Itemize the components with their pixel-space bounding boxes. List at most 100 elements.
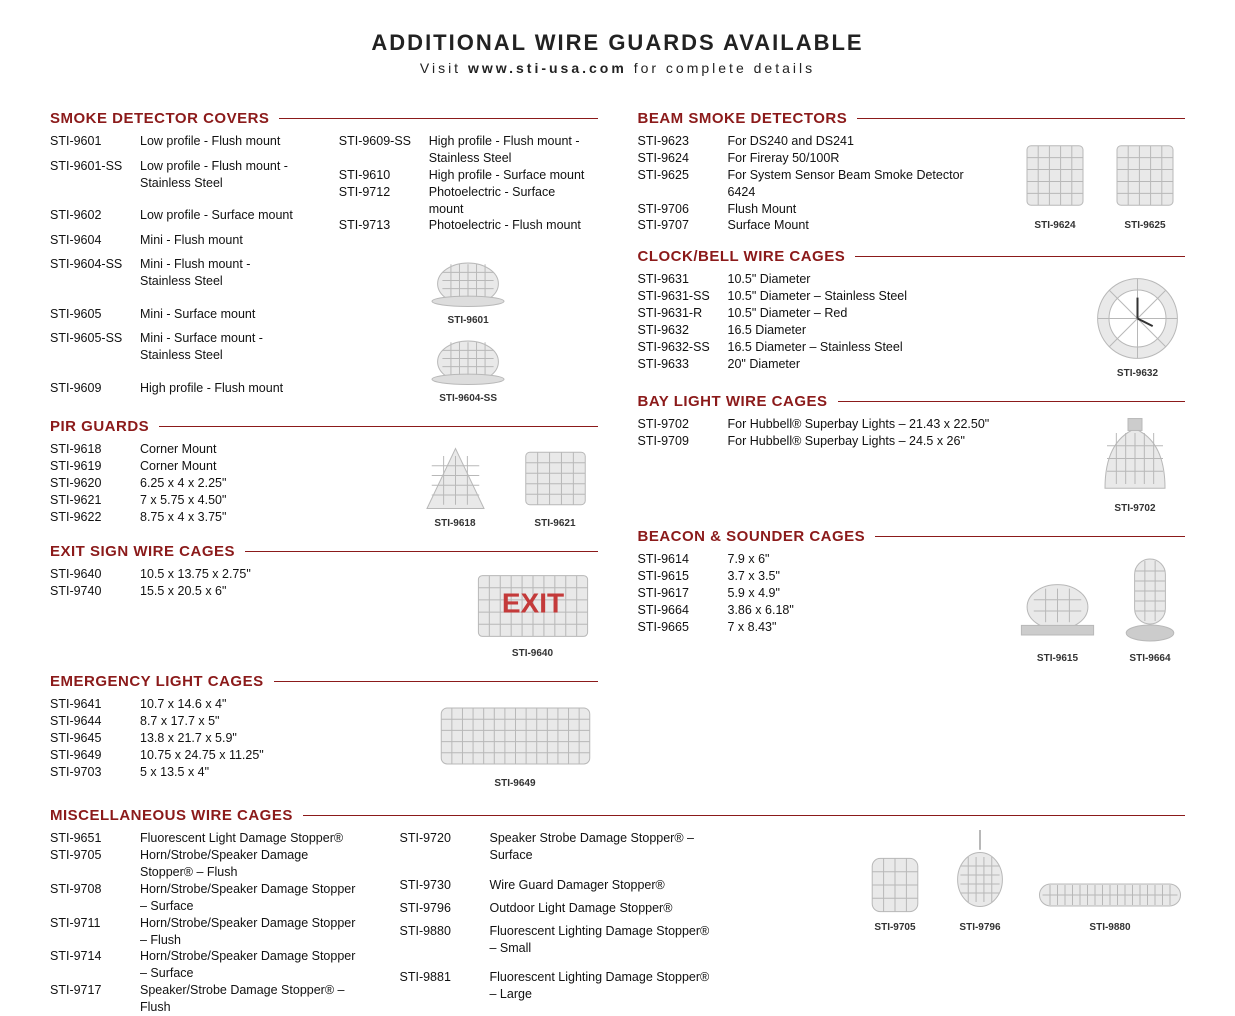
- product-image: STI-9604-SS: [339, 326, 598, 404]
- image-caption: STI-9796: [959, 922, 1000, 933]
- image-caption: STI-9625: [1124, 220, 1165, 231]
- sku: STI-9702: [638, 416, 728, 433]
- sku: STI-9712: [339, 184, 429, 218]
- subtitle-suffix: for complete details: [627, 60, 815, 76]
- sku: STI-9711: [50, 915, 140, 949]
- sku: STI-9644: [50, 713, 140, 730]
- sku: STI-9605: [50, 306, 140, 331]
- sku: STI-9740: [50, 583, 140, 600]
- list-row: STI-9714Horn/Strobe/Speaker Damage Stopp…: [50, 948, 370, 982]
- image-caption: STI-9621: [534, 518, 575, 529]
- pir-list: STI-9618Corner MountSTI-9619Corner Mount…: [50, 441, 388, 525]
- list-row: STI-9632-SS16.5 Diameter – Stainless Ste…: [638, 339, 1071, 356]
- description: For DS240 and DS241: [728, 133, 996, 150]
- description: 3.86 x 6.18": [728, 602, 991, 619]
- sku: STI-9714: [50, 948, 140, 982]
- list-row: STI-96657 x 8.43": [638, 619, 991, 636]
- list-row: STI-96643.86 x 6.18": [638, 602, 991, 619]
- list-row: STI-9881Fluorescent Lighting Damage Stop…: [400, 969, 720, 1015]
- description: Horn/Strobe/Speaker Damage Stopper® – Fl…: [140, 847, 370, 881]
- sku: STI-9717: [50, 982, 140, 1016]
- section-title-beacon: BEACON & SOUNDER CAGES: [638, 528, 1186, 545]
- sku: STI-9651: [50, 830, 140, 847]
- description: 20" Diameter: [728, 356, 1071, 373]
- description: 7 x 5.75 x 4.50": [140, 492, 388, 509]
- list-row: STI-9625For System Sensor Beam Smoke Det…: [638, 167, 996, 201]
- sku: STI-9620: [50, 475, 140, 492]
- product-image: STI-9621: [513, 441, 598, 529]
- list-row: STI-9705Horn/Strobe/Speaker Damage Stopp…: [50, 847, 370, 881]
- list-row: STI-96153.7 x 3.5": [638, 568, 991, 585]
- sku: STI-9708: [50, 881, 140, 915]
- list-row: STI-9609-SSHigh profile - Flush mount - …: [339, 133, 598, 167]
- subtitle-prefix: Visit: [420, 60, 468, 76]
- description: Outdoor Light Damage Stopper®: [490, 900, 720, 923]
- product-image: STI-9601: [339, 248, 598, 326]
- product-image: STI-9705: [865, 850, 925, 933]
- list-row: STI-96228.75 x 4 x 3.75": [50, 509, 388, 526]
- sku: STI-9645: [50, 730, 140, 747]
- description: Horn/Strobe/Speaker Damage Stopper – Sur…: [140, 948, 370, 982]
- image-caption: STI-9702: [1114, 503, 1155, 514]
- description: High profile - Flush mount: [140, 380, 309, 405]
- sku: STI-9881: [400, 969, 490, 1015]
- exit-images: EXITSTI-9640: [468, 566, 598, 659]
- list-row: STI-974015.5 x 20.5 x 6": [50, 583, 448, 600]
- sku: STI-9730: [400, 877, 490, 900]
- list-row: STI-9708Horn/Strobe/Speaker Damage Stopp…: [50, 881, 370, 915]
- sku: STI-9619: [50, 458, 140, 475]
- description: For Hubbell® Superbay Lights – 24.5 x 26…: [728, 433, 1066, 450]
- list-row: STI-9713Photoelectric - Flush mount: [339, 217, 598, 234]
- sku: STI-9601-SS: [50, 158, 140, 207]
- pir-images: STI-9618 STI-9621: [408, 441, 598, 529]
- description: 16.5 Diameter – Stainless Steel: [728, 339, 1071, 356]
- list-row: STI-963320" Diameter: [638, 356, 1071, 373]
- sku: STI-9604-SS: [50, 256, 140, 305]
- clock-list: STI-963110.5" DiameterSTI-9631-SS10.5" D…: [638, 271, 1071, 372]
- description: Surface Mount: [728, 217, 996, 234]
- image-caption: STI-9618: [434, 518, 475, 529]
- page-title: ADDITIONAL WIRE GUARDS AVAILABLE: [50, 30, 1185, 56]
- description: 7.9 x 6": [728, 551, 991, 568]
- list-row: STI-9717Speaker/Strobe Damage Stopper® –…: [50, 982, 370, 1016]
- list-row: STI-9610High profile - Surface mount: [339, 167, 598, 184]
- sku: STI-9618: [50, 441, 140, 458]
- list-row: STI-9631-R10.5" Diameter – Red: [638, 305, 1071, 322]
- sku: STI-9614: [638, 551, 728, 568]
- description: 15.5 x 20.5 x 6": [140, 583, 448, 600]
- list-row: STI-9624For Fireray 50/100R: [638, 150, 996, 167]
- sku: STI-9641: [50, 696, 140, 713]
- description: Fluorescent Lighting Damage Stopper® – L…: [490, 969, 720, 1015]
- sku: STI-9610: [339, 167, 429, 184]
- product-image: STI-9880: [1035, 870, 1185, 933]
- section-title-bay: BAY LIGHT WIRE CAGES: [638, 393, 1186, 410]
- sku: STI-9621: [50, 492, 140, 509]
- emerg-list: STI-964110.7 x 14.6 x 4"STI-96448.7 x 17…: [50, 696, 413, 780]
- description: Speaker Strobe Damage Stopper® – Surface: [490, 830, 720, 876]
- sku: STI-9720: [400, 830, 490, 876]
- image-caption: STI-9705: [874, 922, 915, 933]
- sku: STI-9703: [50, 764, 140, 781]
- sku: STI-9707: [638, 217, 728, 234]
- sku: STI-9796: [400, 900, 490, 923]
- sku: STI-9631-R: [638, 305, 728, 322]
- description: 10.5" Diameter – Red: [728, 305, 1071, 322]
- image-caption: STI-9601: [448, 315, 489, 326]
- beacon-images: STI-9615 STI-9664: [1010, 551, 1185, 664]
- product-image: STI-9625: [1105, 133, 1185, 231]
- sku: STI-9649: [50, 747, 140, 764]
- image-caption: STI-9624: [1034, 220, 1075, 231]
- sku: STI-9601: [50, 133, 140, 158]
- section-title-beam: BEAM SMOKE DETECTORS: [638, 110, 1186, 127]
- bay-list: STI-9702For Hubbell® Superbay Lights – 2…: [638, 416, 1066, 450]
- beam-images: STI-9624 STI-9625: [1015, 133, 1185, 231]
- sku: STI-9623: [638, 133, 728, 150]
- smoke-covers-images: STI-9601 STI-9604-SS: [339, 248, 598, 404]
- product-image: STI-9615: [1010, 571, 1105, 664]
- sku: STI-9633: [638, 356, 728, 373]
- list-row: STI-9601Low profile - Flush mount: [50, 133, 309, 158]
- list-row: STI-9609High profile - Flush mount: [50, 380, 309, 405]
- subtitle-link[interactable]: www.sti-usa.com: [468, 60, 627, 76]
- description: Speaker/Strobe Damage Stopper® – Flush: [140, 982, 370, 1016]
- description: Corner Mount: [140, 441, 388, 458]
